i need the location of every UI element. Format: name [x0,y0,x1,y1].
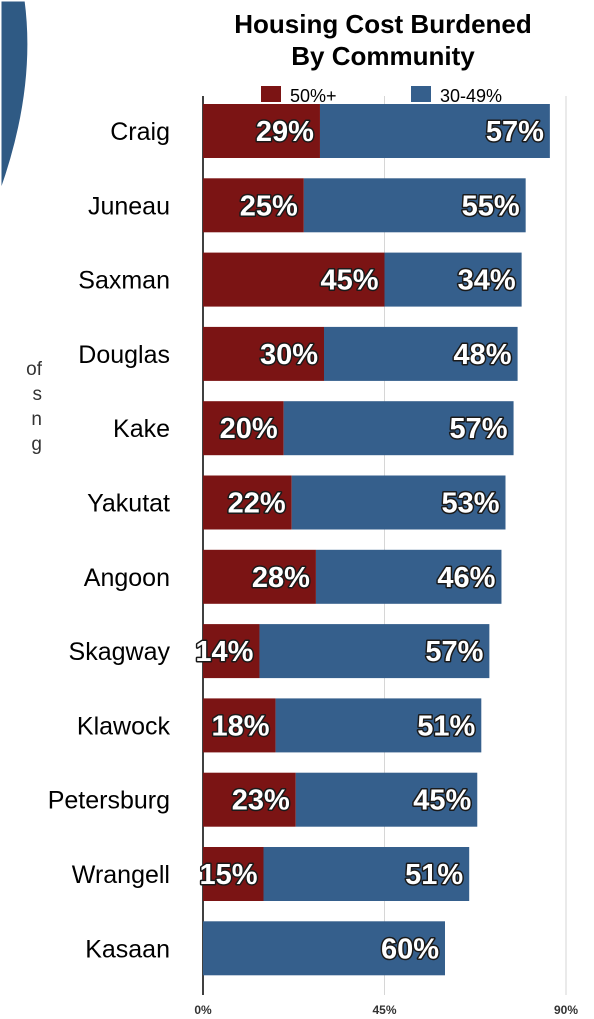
legend-label-50plus: 50%+ [290,86,337,106]
x-axis-ticks: 0% 45% 90% [194,1003,578,1017]
bar-segment-50plus [203,326,324,381]
bar-segment-30-49 [291,475,506,530]
data-label-30-49: 51% [417,710,475,742]
bar-segment-30-49 [259,624,490,679]
chart-legend: 50%+ 30-49% [261,86,502,106]
chart-title-line-1: Housing Cost Burdened [234,9,532,39]
bar-segment-30-49 [295,772,478,827]
category-label: Skagway [69,638,171,666]
bar-segment-50plus [203,698,276,753]
bar-segment-30-49 [324,326,518,381]
bar-segment-50plus [203,401,284,456]
category-label: Yakutat [87,490,170,518]
bar-segment-30-49 [303,178,526,233]
data-label-50plus: 20% [220,413,278,445]
data-label-50plus: 30% [260,339,318,371]
chart-gridlines [384,96,567,995]
side-text-fragment: g [31,434,42,455]
bar-segment-50plus [203,624,260,679]
category-label: Wrangell [72,861,170,889]
side-text-fragment: of [26,359,42,380]
data-label-30-49: 60% [381,933,439,965]
category-label: Saxman [78,267,170,295]
side-text-fragment: s [32,384,43,405]
data-label-50plus: 25% [240,190,298,222]
bar-segment-50plus [203,847,264,901]
data-label-30-49: 57% [486,116,544,148]
bar-segment-50plus [203,475,292,530]
bar-segment-50plus [203,252,385,307]
bar-segment-30-49 [283,401,514,456]
data-label-50plus: 18% [212,710,270,742]
category-label: Petersburg [48,787,170,815]
category-label: Juneau [88,192,170,220]
data-label-30-49: 45% [413,785,471,817]
chart-title-line-2: By Community [291,41,475,71]
bar-segment-50plus [203,104,320,158]
x-tick-label: 45% [372,1003,396,1017]
category-label: Craig [110,118,170,146]
data-label-30-49: 55% [462,190,520,222]
category-label: Klawock [77,712,171,740]
data-label-50plus: 22% [228,488,286,520]
bar-segment-30-49 [203,921,445,976]
data-label-30-49: 51% [405,859,463,891]
bar-segment-30-49 [263,847,470,901]
data-label-50plus: 14% [195,636,253,668]
bar-segment-30-49 [384,252,522,307]
data-label-30-49: 46% [437,562,495,594]
x-tick-label: 0% [194,1003,212,1017]
data-label-30-49: 57% [425,636,483,668]
chart-bars: Craig 29% 57% Juneau 25% 55% Saxman 45% 34% Dougl… [48,104,550,976]
category-label: Kasaan [85,935,170,963]
x-tick-label: 90% [554,1003,578,1017]
legend-label-30-49: 30-49% [440,86,502,106]
category-label: Kake [113,415,170,443]
data-label-50plus: 23% [232,785,290,817]
data-label-50plus: 45% [320,265,378,297]
bar-segment-50plus [203,178,304,233]
bar-segment-30-49 [315,549,502,604]
data-label-50plus: 29% [256,116,314,148]
bar-segment-30-49 [275,698,482,753]
data-label-30-49: 34% [458,265,516,297]
data-label-50plus: 15% [199,859,257,891]
category-label: Douglas [78,341,170,369]
data-label-50plus: 28% [252,562,310,594]
bar-segment-30-49 [319,104,550,158]
bar-segment-50plus [203,549,316,604]
data-label-30-49: 53% [441,488,499,520]
legend-swatch-30-49 [411,86,431,102]
data-label-30-49: 48% [454,339,512,371]
bar-segment-50plus [203,772,296,827]
legend-swatch-50plus [261,86,281,102]
side-text-fragment: n [31,409,42,430]
category-label: Angoon [84,564,170,592]
data-label-30-49: 57% [450,413,508,445]
